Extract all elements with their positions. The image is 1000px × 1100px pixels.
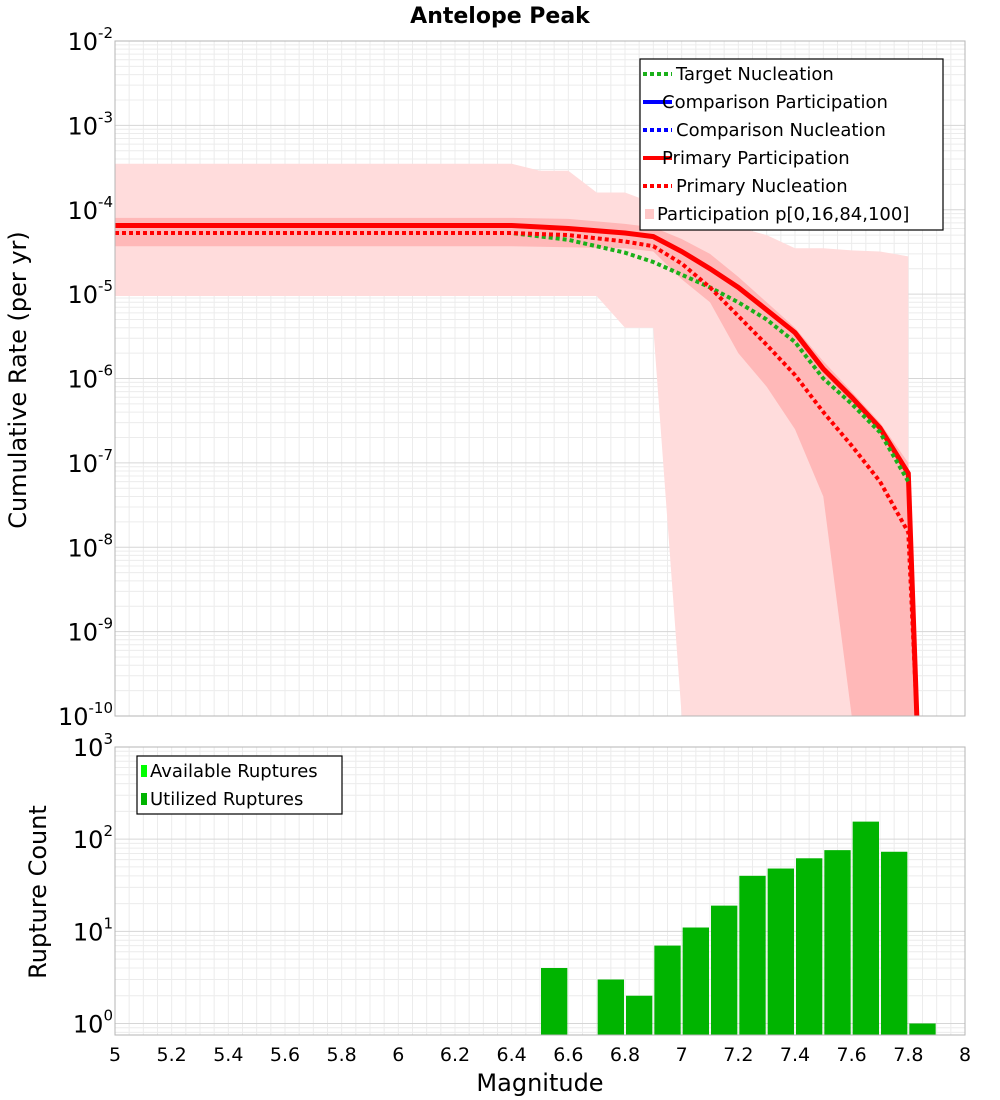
x-tick-label: 8 xyxy=(959,1044,971,1066)
legend-swatch-bar xyxy=(141,793,147,805)
top-y-tick-label: 10-8 xyxy=(67,530,113,562)
bar xyxy=(824,850,851,1035)
top-y-tick-label: 10-2 xyxy=(67,24,113,56)
bottom-y-tick-label: 100 xyxy=(73,1006,113,1038)
bar xyxy=(711,905,738,1035)
top-plot-content xyxy=(115,163,920,716)
bar xyxy=(909,1023,936,1035)
top-legend-label: Comparison Participation xyxy=(662,92,888,113)
x-tick-label: 5 xyxy=(109,1044,121,1066)
x-axis-title: Magnitude xyxy=(476,1069,603,1097)
bar xyxy=(541,967,568,1035)
x-tick-label: 5.2 xyxy=(157,1044,187,1066)
bottom-grid xyxy=(114,746,966,1035)
x-tick-label: 5.6 xyxy=(270,1044,300,1066)
top-legend: Target Nucleation Comparison Participatio… xyxy=(639,58,944,231)
bottom-y-tick-label: 101 xyxy=(73,914,113,946)
bar xyxy=(767,868,794,1035)
bar xyxy=(682,927,709,1035)
top-y-tick-label: 10-6 xyxy=(67,362,113,394)
bottom-legend: Available Ruptures Utilized Ruptures xyxy=(136,755,343,815)
bar xyxy=(796,858,823,1035)
top-y-tick-label: 10-9 xyxy=(67,615,113,647)
top-legend-label: Target Nucleation xyxy=(675,64,834,85)
top-y-tick-label: 10-4 xyxy=(67,193,113,225)
bottom-y-axis-title: Rupture Count xyxy=(24,805,52,979)
bottom-y-tick-label: 103 xyxy=(73,730,113,762)
bar xyxy=(881,851,908,1035)
bar xyxy=(852,821,879,1035)
top-panel: 10-2 10-3 10-4 10-5 10-6 10-7 10-8 10-9 10-10 Tar… xyxy=(58,24,966,731)
x-tick-label: 7.2 xyxy=(723,1044,753,1066)
x-tick-label: 6 xyxy=(392,1044,404,1066)
x-tick-label: 7.6 xyxy=(837,1044,867,1066)
top-legend-label: Primary Nucleation xyxy=(676,176,848,197)
x-tick-label: 5.8 xyxy=(327,1044,357,1066)
legend-swatch-band xyxy=(645,209,654,219)
top-y-tick-label: 10-5 xyxy=(67,277,113,309)
bottom-y-tick-label: 102 xyxy=(73,822,113,854)
bottom-panel: 103 102 101 100 5 5.2 5.4 5.6 5.8 6 6.2 6.4 6.6 6.8 7 7… xyxy=(73,730,971,1066)
x-tick-label: 6.2 xyxy=(440,1044,470,1066)
top-y-tick-label: 10-10 xyxy=(58,699,113,731)
x-tick-label: 5.4 xyxy=(213,1044,243,1066)
x-tick-label: 7.8 xyxy=(893,1044,923,1066)
x-tick-label: 6.4 xyxy=(497,1044,527,1066)
top-legend-label: Comparison Nucleation xyxy=(676,120,886,141)
bottom-legend-box xyxy=(136,755,343,815)
legend-swatch-bar xyxy=(141,765,147,777)
bar xyxy=(597,979,624,1035)
bar xyxy=(739,875,766,1035)
top-legend-label: Primary Participation xyxy=(662,148,850,169)
x-tick-label: 6.8 xyxy=(610,1044,640,1066)
chart-title: Antelope Peak xyxy=(410,4,591,29)
top-legend-label: Participation p[0,16,84,100] xyxy=(657,204,909,225)
top-legend-box xyxy=(639,58,944,231)
top-y-axis-title: Cumulative Rate (per yr) xyxy=(4,231,32,529)
bar xyxy=(654,945,681,1035)
series-line-primary-nucleation xyxy=(115,231,919,716)
series-line-target-nucleation xyxy=(115,231,911,483)
x-tick-label: 7.4 xyxy=(780,1044,810,1066)
bottom-legend-label: Utilized Ruptures xyxy=(150,789,303,810)
bar xyxy=(626,995,653,1035)
top-plot-frame xyxy=(114,40,966,717)
series-line-primary-participation xyxy=(115,223,920,716)
x-tick-label: 6.6 xyxy=(553,1044,583,1066)
bottom-plot-frame xyxy=(114,746,966,1036)
x-tick-label: 7 xyxy=(676,1044,688,1066)
top-y-tick-label: 10-7 xyxy=(67,446,113,478)
top-y-tick-label: 10-3 xyxy=(67,108,113,140)
bars xyxy=(541,821,936,1035)
bottom-legend-label: Available Ruptures xyxy=(150,761,318,782)
